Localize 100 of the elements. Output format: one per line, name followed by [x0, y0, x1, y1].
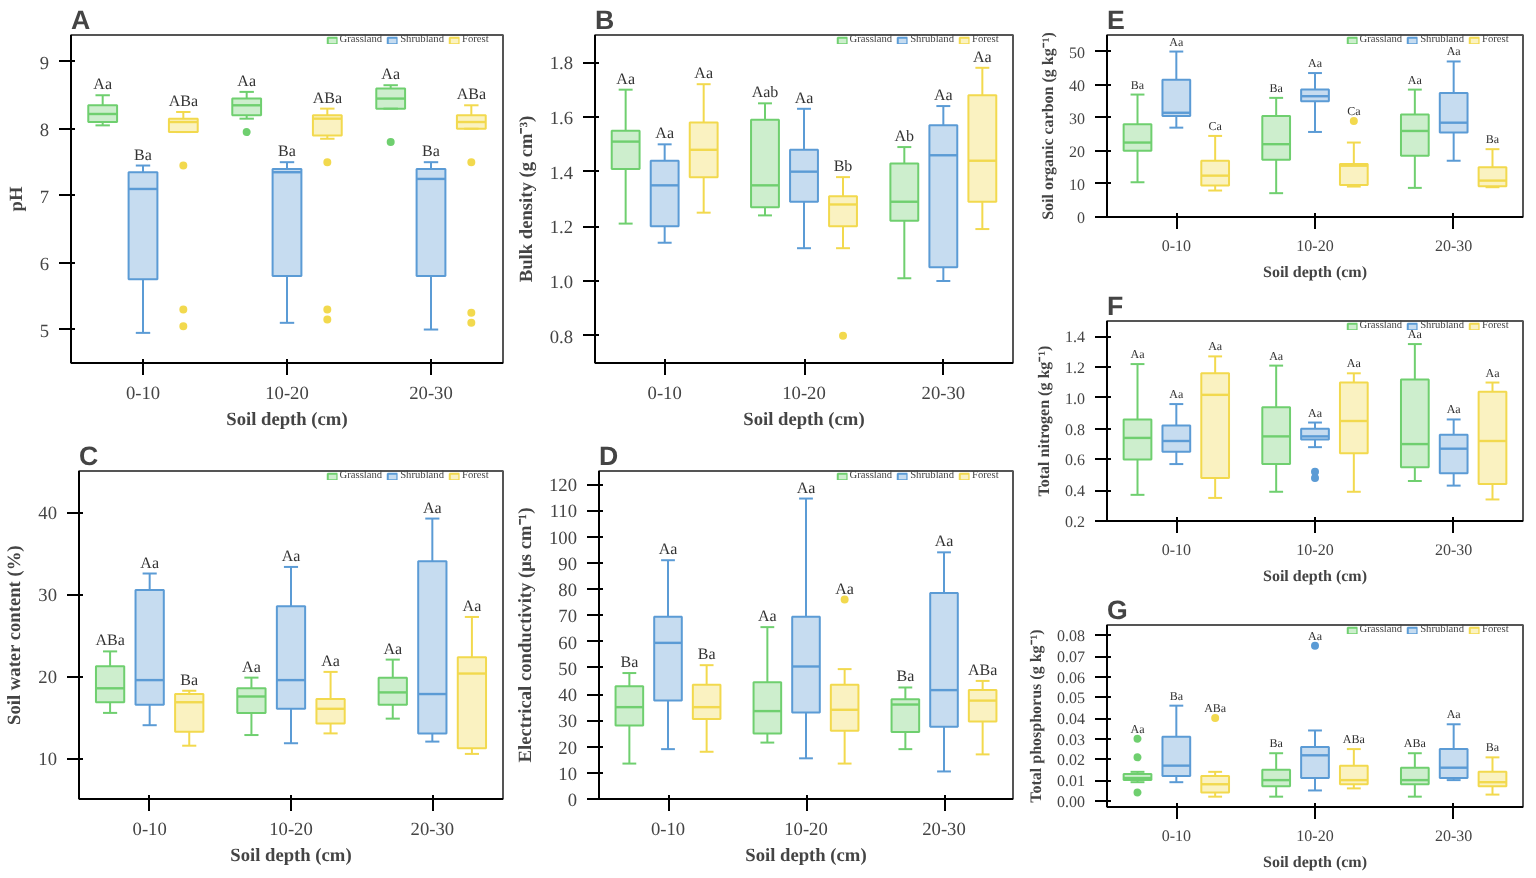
- x-tick-label: 10-20: [269, 821, 314, 841]
- annotation: Aa: [321, 651, 341, 670]
- annotation: Aa: [242, 657, 262, 676]
- y-tick-label: 0.01: [1057, 772, 1085, 791]
- annotation: Aa: [658, 540, 679, 559]
- y-tick-label: 7: [39, 188, 50, 209]
- annotation: ABa: [312, 88, 343, 107]
- annotation: Ba: [180, 670, 200, 689]
- y-tick-label: 120: [549, 477, 578, 498]
- x-tick-label: 0-10: [1161, 827, 1192, 845]
- annotation: Aa: [616, 69, 636, 88]
- x-tick-label: 20-30: [1435, 827, 1473, 845]
- y-tick-label: 0.00: [1057, 792, 1085, 811]
- annotation: Aa: [383, 639, 403, 658]
- y-tick-label: 1.2: [549, 219, 574, 240]
- x-tick-label: 10-20: [1296, 827, 1334, 845]
- x-tick-label: 0-10: [1161, 237, 1192, 255]
- annotation: Aa: [835, 579, 855, 598]
- y-tick-label: 80: [558, 582, 578, 603]
- x-axis-title: Soil depth (cm): [1263, 263, 1368, 281]
- annotation: Ba: [134, 145, 153, 164]
- annotation: Aa: [973, 47, 993, 66]
- chart-title: C: [79, 441, 99, 471]
- y-tick-label: 8: [39, 121, 50, 142]
- y-axis-title: Electrical conductivity (μs cm⁻¹): [517, 507, 538, 763]
- annotation: Aa: [381, 65, 401, 84]
- y-tick-label: 10: [558, 765, 578, 786]
- y-tick-label: 40: [558, 687, 578, 708]
- x-tick-label: 10-20: [784, 821, 829, 841]
- x-tick-label: 10-20: [782, 385, 827, 405]
- x-tick-label: 0-10: [125, 385, 161, 405]
- y-tick-label: 90: [558, 555, 578, 576]
- x-tick-label: 20-30: [921, 385, 966, 405]
- y-tick-label: 0.07: [1057, 648, 1085, 667]
- y-tick-label: 0.8: [549, 328, 574, 349]
- chart-title: B: [595, 5, 615, 35]
- annotation: Ba: [896, 667, 916, 686]
- annotation: Ba: [697, 645, 717, 664]
- x-axis-title: Soil depth (cm): [230, 847, 352, 867]
- x-axis-title: Soil depth (cm): [745, 847, 867, 867]
- y-tick-label: 20: [1069, 142, 1085, 161]
- y-axis-title: Total phosphorus (g kg⁻¹): [1027, 628, 1045, 803]
- annotation: Aab: [751, 83, 779, 102]
- y-tick-label: 0.6: [1065, 451, 1085, 470]
- y-tick-label: 5: [39, 322, 50, 343]
- x-tick-label: 0-10: [650, 821, 686, 841]
- x-tick-label: 0-10: [647, 385, 683, 405]
- y-tick-label: 110: [549, 503, 578, 524]
- chart-title: G: [1107, 595, 1128, 625]
- annotation: Aa: [794, 88, 815, 107]
- x-tick-label: 10-20: [1296, 541, 1334, 559]
- y-tick-label: 0.2: [1065, 513, 1085, 531]
- y-tick-label: 0: [567, 792, 578, 812]
- y-tick-label: 40: [38, 505, 58, 525]
- annotation: ABa: [456, 85, 487, 104]
- annotation: ABa: [95, 631, 126, 650]
- x-tick-label: 0-10: [1161, 541, 1192, 559]
- annotation: Aa: [655, 124, 675, 143]
- y-tick-label: 0.02: [1057, 751, 1085, 770]
- annotation: Aa: [237, 71, 257, 90]
- x-tick-label: 20-30: [922, 821, 967, 841]
- y-tick-label: 0.05: [1057, 689, 1085, 708]
- x-tick-label: 10-20: [1296, 237, 1334, 255]
- annotation: ABa: [168, 91, 199, 110]
- y-tick-label: 0.06: [1057, 668, 1085, 687]
- y-tick-label: 20: [38, 669, 58, 689]
- x-tick-label: 20-30: [409, 385, 454, 405]
- y-tick-label: 30: [558, 713, 578, 734]
- y-tick-label: 40: [1069, 76, 1085, 95]
- y-tick-label: 1.4: [549, 164, 574, 185]
- y-tick-label: 50: [558, 660, 578, 681]
- annotation: Aa: [934, 532, 955, 551]
- chart-title: F: [1107, 291, 1124, 321]
- x-tick-label: 0-10: [132, 821, 168, 841]
- y-tick-label: 0: [1077, 209, 1085, 227]
- y-tick-label: 0.08: [1057, 627, 1085, 646]
- y-tick-label: 30: [38, 587, 58, 607]
- y-tick-label: 10: [38, 751, 58, 771]
- annotation: Aa: [694, 64, 714, 83]
- y-tick-label: 20: [558, 739, 578, 760]
- annotation: Ba: [278, 142, 297, 161]
- y-axis-title: pH: [7, 185, 28, 212]
- y-tick-label: 0.4: [1065, 482, 1085, 501]
- x-tick-label: 10-20: [265, 385, 310, 405]
- y-tick-label: 50: [1069, 43, 1085, 62]
- y-tick-label: 30: [1069, 109, 1085, 128]
- y-tick-label: 1.0: [1065, 389, 1085, 408]
- y-tick-label: 1.2: [1065, 359, 1085, 378]
- y-axis-title: Total nitrogen (g kg⁻¹): [1035, 344, 1053, 497]
- y-tick-label: 6: [39, 255, 50, 276]
- y-tick-label: 60: [558, 634, 578, 655]
- chart-title: E: [1107, 5, 1125, 35]
- annotation: Bb: [833, 157, 853, 176]
- annotation: Aa: [93, 75, 113, 94]
- y-tick-label: 0.8: [1065, 420, 1085, 439]
- annotation: Aa: [281, 546, 302, 565]
- annotation: Aa: [934, 86, 954, 105]
- y-tick-label: 9: [39, 54, 50, 75]
- annotation: Aa: [462, 596, 483, 615]
- y-tick-label: 1.6: [549, 110, 574, 130]
